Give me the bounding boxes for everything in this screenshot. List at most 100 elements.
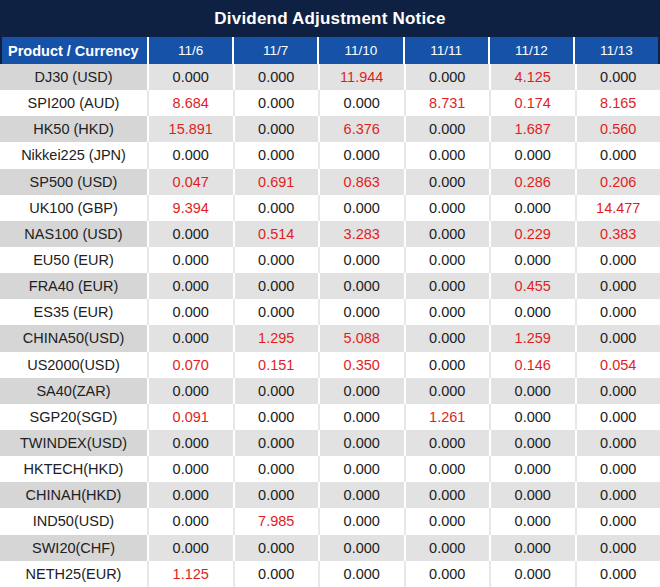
value-cell: 8.684 bbox=[147, 90, 233, 116]
value-cell: 0.000 bbox=[404, 169, 490, 195]
value-cell: 0.000 bbox=[575, 325, 660, 351]
value-cell: 0.070 bbox=[147, 352, 233, 378]
value-cell: 0.350 bbox=[318, 352, 404, 378]
value-cell: 0.000 bbox=[404, 430, 490, 456]
value-cell: 0.054 bbox=[575, 352, 660, 378]
product-cell: US2000(USD) bbox=[0, 352, 147, 378]
header-cell-date: 11/6 bbox=[147, 37, 232, 64]
value-cell: 0.000 bbox=[404, 247, 490, 273]
value-cell: 0.229 bbox=[489, 221, 575, 247]
header-cell-date: 11/10 bbox=[317, 37, 402, 64]
table-row: UK100 (GBP)9.3940.0000.0000.0000.00014.4… bbox=[0, 195, 660, 221]
value-cell: 0.000 bbox=[404, 352, 490, 378]
table-header-row: Product / Currency11/611/711/1011/1111/1… bbox=[0, 37, 660, 64]
product-cell: SGP20(SGD) bbox=[0, 404, 147, 430]
value-cell: 0.000 bbox=[404, 273, 490, 299]
value-cell: 0.000 bbox=[318, 247, 404, 273]
value-cell: 3.283 bbox=[318, 221, 404, 247]
value-cell: 0.000 bbox=[233, 116, 319, 142]
value-cell: 0.000 bbox=[489, 142, 575, 168]
value-cell: 0.000 bbox=[575, 299, 660, 325]
value-cell: 0.000 bbox=[404, 116, 490, 142]
value-cell: 1.259 bbox=[489, 325, 575, 351]
value-cell: 0.000 bbox=[404, 64, 490, 90]
product-cell: NAS100 (USD) bbox=[0, 221, 147, 247]
header-cell-date: 11/13 bbox=[573, 37, 658, 64]
value-cell: 0.000 bbox=[318, 142, 404, 168]
value-cell: 0.000 bbox=[318, 90, 404, 116]
value-cell: 7.985 bbox=[233, 508, 319, 534]
table-row: IND50(USD)0.0007.9850.0000.0000.0000.000 bbox=[0, 508, 660, 534]
value-cell: 0.000 bbox=[404, 299, 490, 325]
value-cell: 0.000 bbox=[147, 535, 233, 561]
value-cell: 0.000 bbox=[489, 195, 575, 221]
value-cell: 0.146 bbox=[489, 352, 575, 378]
value-cell: 1.687 bbox=[489, 116, 575, 142]
value-cell: 0.000 bbox=[318, 456, 404, 482]
dividend-table-body: DJ30 (USD)0.0000.00011.9440.0004.1250.00… bbox=[0, 64, 660, 587]
value-cell: 8.165 bbox=[575, 90, 660, 116]
product-cell: SPI200 (AUD) bbox=[0, 90, 147, 116]
table-row: SPI200 (AUD)8.6840.0000.0008.7310.1748.1… bbox=[0, 90, 660, 116]
value-cell: 14.477 bbox=[575, 195, 660, 221]
table-row: FRA40 (EUR)0.0000.0000.0000.0000.4550.00… bbox=[0, 273, 660, 299]
product-cell: UK100 (GBP) bbox=[0, 195, 147, 221]
value-cell: 0.000 bbox=[404, 482, 490, 508]
value-cell: 0.000 bbox=[489, 561, 575, 587]
table-row: NAS100 (USD)0.0000.5143.2830.0000.2290.3… bbox=[0, 221, 660, 247]
value-cell: 0.455 bbox=[489, 273, 575, 299]
value-cell: 0.000 bbox=[489, 508, 575, 534]
value-cell: 0.691 bbox=[233, 169, 319, 195]
value-cell: 0.047 bbox=[147, 169, 233, 195]
table-row: Nikkei225 (JPN)0.0000.0000.0000.0000.000… bbox=[0, 142, 660, 168]
table-row: ES35 (EUR)0.0000.0000.0000.0000.0000.000 bbox=[0, 299, 660, 325]
product-cell: SA40(ZAR) bbox=[0, 378, 147, 404]
product-cell: TWINDEX(USD) bbox=[0, 430, 147, 456]
value-cell: 0.000 bbox=[404, 561, 490, 587]
value-cell: 0.000 bbox=[147, 430, 233, 456]
value-cell: 0.000 bbox=[575, 482, 660, 508]
product-cell: CHINA50(USD) bbox=[0, 325, 147, 351]
product-cell: HK50 (HKD) bbox=[0, 116, 147, 142]
value-cell: 0.000 bbox=[575, 430, 660, 456]
product-cell: CHINAH(HKD) bbox=[0, 482, 147, 508]
value-cell: 0.000 bbox=[233, 195, 319, 221]
value-cell: 0.000 bbox=[147, 273, 233, 299]
value-cell: 0.000 bbox=[318, 430, 404, 456]
value-cell: 1.261 bbox=[404, 404, 490, 430]
value-cell: 0.000 bbox=[575, 247, 660, 273]
value-cell: 0.000 bbox=[575, 508, 660, 534]
title-bar: Dividend Adjustment Notice bbox=[0, 0, 660, 37]
product-cell: FRA40 (EUR) bbox=[0, 273, 147, 299]
value-cell: 0.000 bbox=[233, 482, 319, 508]
value-cell: 0.000 bbox=[318, 378, 404, 404]
value-cell: 0.000 bbox=[147, 456, 233, 482]
value-cell: 0.000 bbox=[233, 142, 319, 168]
value-cell: 0.000 bbox=[233, 299, 319, 325]
value-cell: 15.891 bbox=[147, 116, 233, 142]
value-cell: 0.000 bbox=[404, 508, 490, 534]
table-row: CHINA50(USD)0.0001.2955.0880.0001.2590.0… bbox=[0, 325, 660, 351]
value-cell: 0.000 bbox=[489, 482, 575, 508]
value-cell: 0.000 bbox=[147, 378, 233, 404]
value-cell: 1.295 bbox=[233, 325, 319, 351]
table-row: SP500 (USD)0.0470.6910.8630.0000.2860.20… bbox=[0, 169, 660, 195]
value-cell: 0.000 bbox=[233, 430, 319, 456]
table-row: SGP20(SGD)0.0910.0000.0001.2610.0000.000 bbox=[0, 404, 660, 430]
table-row: HK50 (HKD)15.8910.0006.3760.0001.6870.56… bbox=[0, 116, 660, 142]
value-cell: 0.091 bbox=[147, 404, 233, 430]
value-cell: 0.000 bbox=[575, 273, 660, 299]
value-cell: 0.000 bbox=[147, 142, 233, 168]
value-cell: 0.000 bbox=[233, 378, 319, 404]
value-cell: 0.000 bbox=[318, 273, 404, 299]
value-cell: 0.000 bbox=[147, 299, 233, 325]
value-cell: 4.125 bbox=[489, 64, 575, 90]
value-cell: 0.206 bbox=[575, 169, 660, 195]
value-cell: 0.000 bbox=[575, 404, 660, 430]
value-cell: 0.151 bbox=[233, 352, 319, 378]
value-cell: 0.000 bbox=[318, 482, 404, 508]
dividend-notice-panel: Dividend Adjustment Notice Product / Cur… bbox=[0, 0, 660, 587]
table-row: HKTECH(HKD)0.0000.0000.0000.0000.0000.00… bbox=[0, 456, 660, 482]
value-cell: 0.383 bbox=[575, 221, 660, 247]
page-title: Dividend Adjustment Notice bbox=[214, 9, 445, 29]
